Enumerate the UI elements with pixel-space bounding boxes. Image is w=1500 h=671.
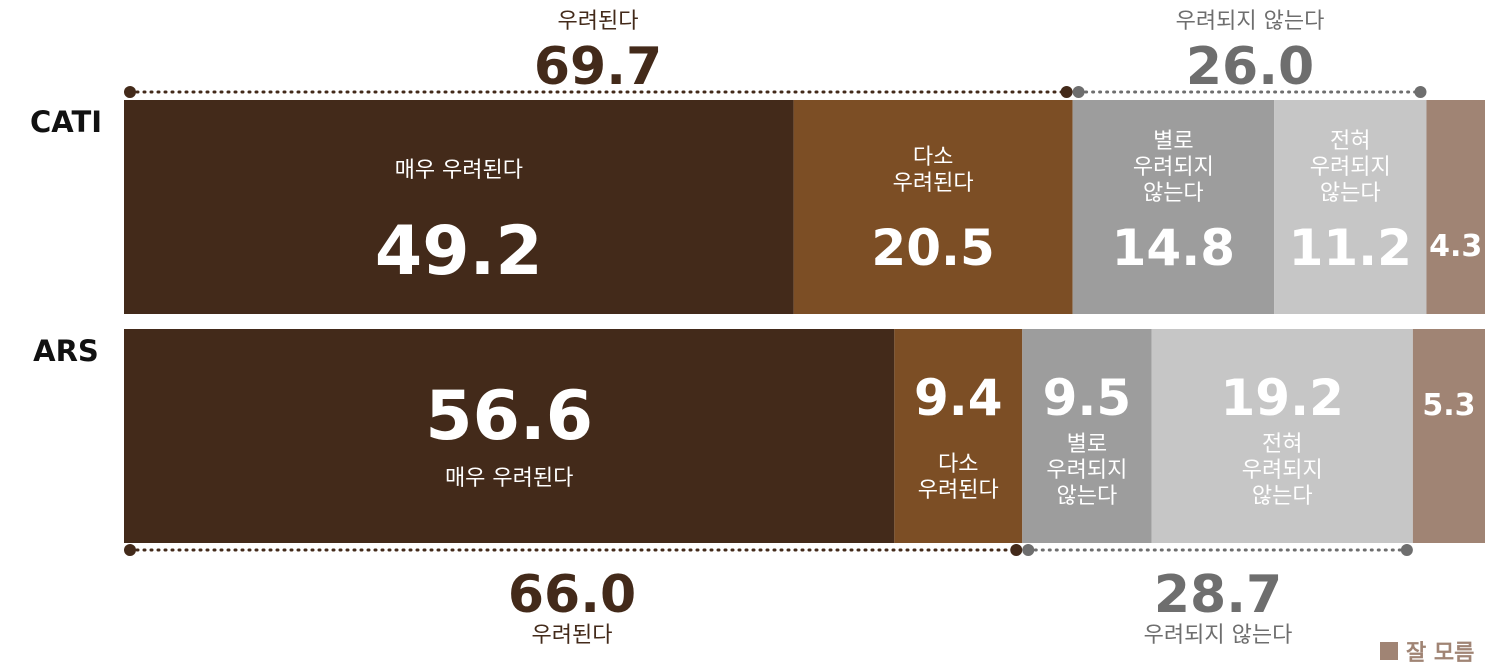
legend-swatch bbox=[1380, 642, 1398, 660]
legend-label: 잘 모름 bbox=[1406, 641, 1474, 666]
segment-label-ars-1-0: 다소 bbox=[938, 452, 978, 477]
bar-segment-ars-1 bbox=[894, 329, 1023, 543]
segment-label-cati-2-2: 않는다 bbox=[1143, 181, 1204, 206]
value-label-ars-2: 9.5 bbox=[1043, 369, 1132, 427]
ars-not-concerned-label: 우려되지 않는다 bbox=[1144, 623, 1293, 648]
cati-concerned-label: 우려된다 bbox=[558, 9, 639, 34]
ars-concerned-bracket-dot-1 bbox=[1010, 544, 1023, 556]
segment-label-cati-2-0: 별로 bbox=[1153, 129, 1193, 154]
ars-not-concerned-bracket-dot-0 bbox=[1022, 544, 1035, 556]
value-label-ars-0: 56.6 bbox=[425, 377, 593, 456]
segment-label-ars-3-1: 우려되지 bbox=[1242, 458, 1323, 483]
bar-segment-cati-3 bbox=[1274, 100, 1427, 314]
value-label-ars-3: 19.2 bbox=[1221, 369, 1344, 427]
segment-label-cati-3-2: 않는다 bbox=[1320, 181, 1381, 206]
segment-label-cati-1-0: 다소 bbox=[913, 145, 953, 170]
ars-concerned-value: 66.0 bbox=[508, 565, 636, 625]
value-label-cati-1: 20.5 bbox=[871, 219, 994, 277]
segment-label-ars-3-2: 않는다 bbox=[1252, 484, 1313, 509]
segment-label-cati-0-0: 매우 우려된다 bbox=[395, 158, 523, 183]
segment-label-ars-1-1: 우려된다 bbox=[918, 478, 999, 503]
bar-segment-ars-0 bbox=[124, 329, 895, 543]
value-label-cati-3: 11.2 bbox=[1289, 219, 1412, 277]
bar-segment-ars-2 bbox=[1022, 329, 1152, 543]
segment-label-cati-3-0: 전혀 bbox=[1330, 129, 1370, 154]
value-label-cati-0: 49.2 bbox=[375, 212, 543, 291]
bar-segment-ars-3 bbox=[1151, 329, 1413, 543]
value-label-ars-4: 5.3 bbox=[1422, 388, 1475, 423]
segment-label-ars-0-0: 매우 우려된다 bbox=[445, 466, 573, 491]
ars-not-concerned-bracket-dot-1 bbox=[1400, 544, 1413, 556]
cati-not-concerned-label: 우려되지 않는다 bbox=[1176, 9, 1325, 34]
bar-segment-cati-1 bbox=[793, 100, 1073, 314]
cati-not-concerned-bracket-dot-1 bbox=[1414, 86, 1427, 98]
bar-segment-cati-0 bbox=[124, 100, 794, 314]
cati-not-concerned-bracket-dot-0 bbox=[1072, 86, 1085, 98]
value-label-cati-4: 4.3 bbox=[1429, 229, 1482, 264]
ars-concerned-label: 우려된다 bbox=[532, 623, 613, 648]
bar-segment-cati-2 bbox=[1072, 100, 1275, 314]
segment-label-ars-2-2: 않는다 bbox=[1057, 484, 1118, 509]
row-label-ars: ARS bbox=[33, 334, 99, 368]
bar-segment-ars-4 bbox=[1412, 329, 1485, 543]
bar-segment-cati-4 bbox=[1426, 100, 1485, 314]
cati-concerned-bracket-dot-1 bbox=[1060, 86, 1073, 98]
segment-label-ars-3-0: 전혀 bbox=[1262, 432, 1302, 457]
cati-not-concerned-value: 26.0 bbox=[1186, 37, 1314, 97]
segment-label-cati-3-1: 우려되지 bbox=[1310, 155, 1391, 180]
segment-label-cati-2-1: 우려되지 bbox=[1133, 155, 1214, 180]
value-label-ars-1: 9.4 bbox=[914, 369, 1003, 427]
segment-label-ars-2-1: 우려되지 bbox=[1046, 458, 1127, 483]
cati-concerned-value: 69.7 bbox=[534, 37, 662, 97]
row-label-cati: CATI bbox=[30, 105, 102, 139]
ars-concerned-bracket-dot-0 bbox=[124, 544, 136, 556]
ars-not-concerned-value: 28.7 bbox=[1154, 565, 1282, 625]
segment-label-cati-1-1: 우려된다 bbox=[893, 171, 974, 196]
cati-concerned-bracket-dot-0 bbox=[124, 86, 136, 98]
value-label-cati-2: 14.8 bbox=[1112, 219, 1235, 277]
segment-label-ars-2-0: 별로 bbox=[1067, 432, 1107, 457]
